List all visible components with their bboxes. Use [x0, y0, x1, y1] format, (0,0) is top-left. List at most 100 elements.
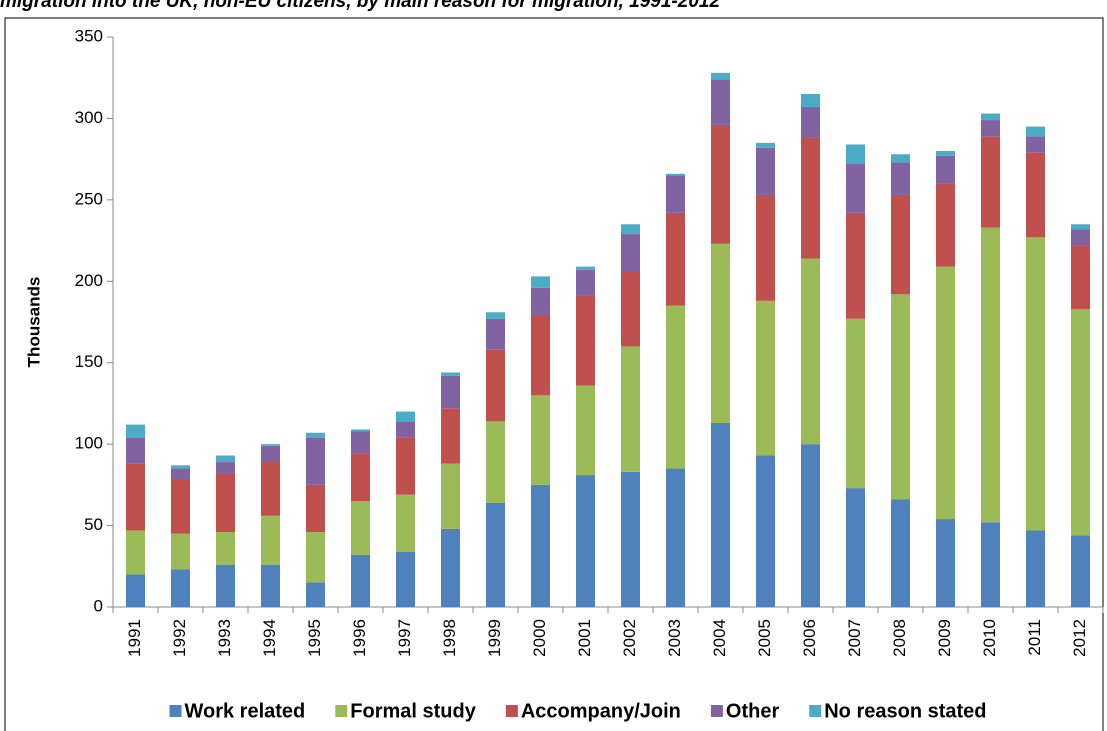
bar-segment [621, 271, 640, 347]
bar-segment [891, 154, 910, 163]
bar-segment [801, 444, 820, 607]
legend-swatch [710, 705, 723, 717]
bar-segment [846, 164, 865, 213]
bar-segment [981, 113, 1000, 121]
bar-segment [261, 515, 280, 565]
x-tick-label: 2006 [800, 619, 819, 657]
bar-segment [576, 266, 595, 270]
bar-segment [396, 551, 415, 607]
bar-segment [486, 349, 505, 422]
bar-segment [711, 124, 730, 244]
legend-swatch [169, 705, 182, 717]
bar-segment [261, 462, 280, 516]
chart-title: migration into the UK, non-EU citizens, … [0, 0, 720, 12]
bar-segment [666, 212, 685, 306]
bar-segment [1071, 229, 1090, 246]
bar-segment [396, 494, 415, 552]
y-tick-label: 250 [75, 189, 103, 208]
x-tick-label: 1996 [350, 619, 369, 657]
bar-segment [171, 479, 190, 534]
legend-label: Formal study [350, 700, 476, 722]
x-tick-label: 1998 [440, 619, 459, 657]
bar-segment [441, 528, 460, 607]
bar-segment [936, 155, 955, 184]
x-tick-label: 2004 [710, 619, 729, 657]
bar-segment [1026, 237, 1045, 531]
bar-segment [486, 421, 505, 503]
x-tick-label: 1991 [125, 619, 144, 657]
bar-segment [1026, 152, 1045, 238]
bar-segment [171, 465, 190, 469]
bar-segment [126, 424, 145, 438]
bar-segment [891, 162, 910, 195]
legend-label: Other [726, 700, 780, 722]
y-tick-label: 0 [94, 596, 103, 615]
bar-segment [171, 569, 190, 607]
bar-segment [666, 173, 685, 176]
x-tick-label: 2011 [1025, 619, 1044, 656]
bar-segment [216, 455, 235, 463]
bar-segment [981, 120, 1000, 137]
bar-segment [666, 305, 685, 469]
y-tick-label: 200 [75, 271, 103, 290]
y-tick-label: 100 [75, 434, 103, 453]
bar-segment [756, 455, 775, 607]
legend-label: No reason stated [824, 700, 986, 722]
bar-segment [621, 471, 640, 607]
bar-segment [576, 269, 595, 296]
bar-segment [801, 107, 820, 138]
bar-segment [846, 212, 865, 319]
bar-segment [1026, 136, 1045, 153]
bar-segment [171, 533, 190, 570]
bar-segment [261, 564, 280, 607]
bar-segment [846, 144, 865, 165]
x-tick-label: 2008 [890, 619, 909, 657]
legend-swatch [809, 705, 822, 717]
x-tick-label: 2007 [845, 619, 864, 657]
bar-segment [981, 136, 1000, 228]
y-tick-label: 150 [75, 352, 103, 371]
legend-swatch [505, 705, 518, 717]
bar-segment [396, 437, 415, 495]
bar-segment [846, 488, 865, 607]
bar-segment [711, 422, 730, 607]
y-tick-label: 300 [75, 108, 103, 127]
x-tick-label: 2005 [755, 619, 774, 657]
x-tick-label: 2002 [620, 619, 639, 657]
bar-segment [576, 295, 595, 386]
bar-segment [936, 151, 955, 156]
bar-segment [396, 411, 415, 422]
y-axis-label: Thousands [24, 277, 43, 368]
bar-segment [441, 463, 460, 529]
bar-segment [441, 375, 460, 409]
y-tick-label: 50 [84, 515, 103, 534]
x-tick-label: 1992 [170, 619, 189, 657]
bar-segment [891, 194, 910, 295]
bar-segment [756, 142, 775, 148]
bar-segment [936, 266, 955, 520]
bar-segment [486, 318, 505, 350]
bar-segment [216, 462, 235, 474]
x-tick-label: 2012 [1070, 619, 1089, 657]
bar-segment [981, 522, 1000, 607]
bar-segment [126, 574, 145, 607]
legend-swatch [335, 705, 348, 717]
x-tick-label: 1995 [305, 619, 324, 657]
bar-segment [306, 432, 325, 438]
x-tick-label: 2010 [980, 619, 999, 657]
bar-segment [351, 429, 370, 432]
bar-segment [1071, 308, 1090, 536]
bar-segment [261, 445, 280, 463]
bar-segment [891, 294, 910, 500]
bar-segment [306, 484, 325, 533]
bar-segment [801, 137, 820, 259]
bar-segment [621, 234, 640, 272]
bar-segment [216, 532, 235, 565]
bar-segment [126, 463, 145, 531]
bar-segment [1026, 126, 1045, 137]
bar-segment [531, 276, 550, 288]
bar-segment [351, 453, 370, 502]
bar-segment [576, 475, 595, 607]
bar-segment [621, 224, 640, 235]
bar-segment [801, 258, 820, 445]
